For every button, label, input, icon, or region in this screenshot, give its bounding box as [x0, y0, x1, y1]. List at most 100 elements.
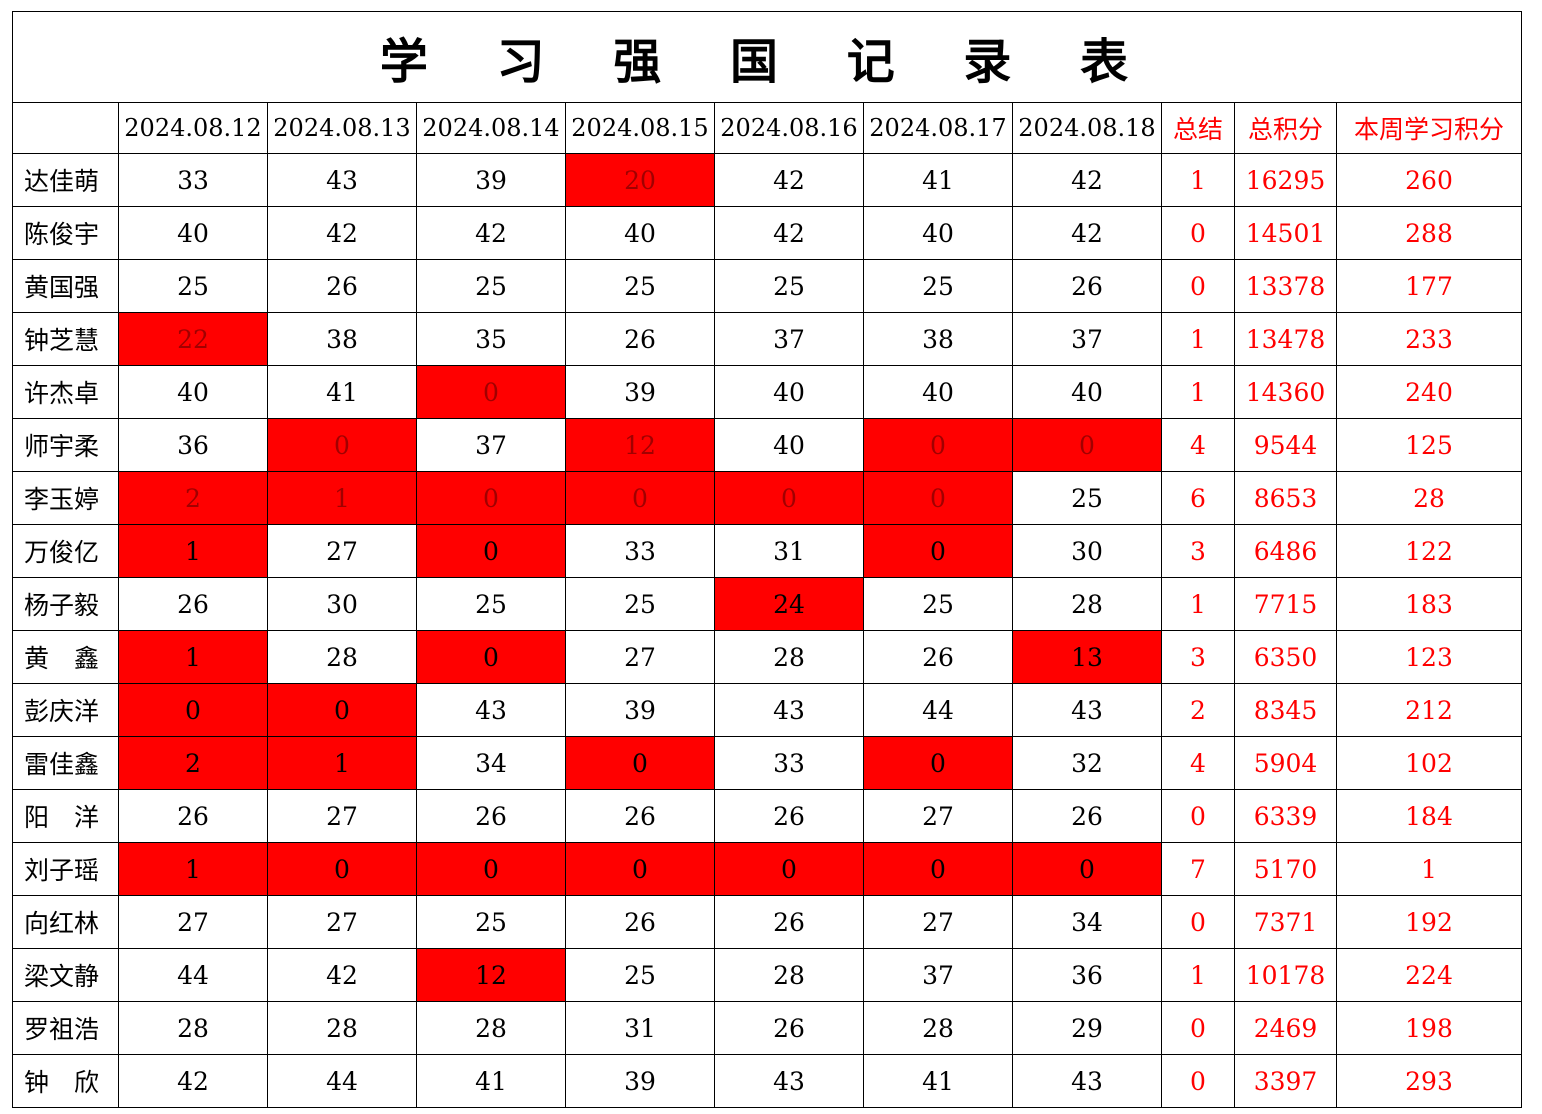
score-cell: 41: [416, 1054, 566, 1108]
score-cell-highlighted: 1: [118, 630, 268, 684]
score-cell: 27: [267, 895, 417, 949]
score-cell: 28: [118, 1001, 268, 1055]
total-points-cell: 16295: [1234, 153, 1337, 207]
score-cell-highlighted: 13: [1012, 630, 1162, 684]
header-date: 2024.08.15: [565, 102, 715, 154]
score-cell: 26: [118, 577, 268, 631]
header-date: 2024.08.17: [863, 102, 1013, 154]
score-cell: 32: [1012, 736, 1162, 790]
score-cell: 25: [863, 259, 1013, 313]
week-points-cell: 28: [1336, 471, 1522, 525]
total-points-cell: 3397: [1234, 1054, 1337, 1108]
score-cell: 34: [416, 736, 566, 790]
week-points-cell: 183: [1336, 577, 1522, 631]
total-points-cell: 8653: [1234, 471, 1337, 525]
total-points-cell: 14360: [1234, 365, 1337, 419]
total-points-cell: 6486: [1234, 524, 1337, 578]
score-cell: 25: [118, 259, 268, 313]
week-points-cell: 192: [1336, 895, 1522, 949]
score-cell: 31: [565, 1001, 715, 1055]
score-cell: 25: [863, 577, 1013, 631]
score-cell: 41: [863, 153, 1013, 207]
header-summary: 总结: [1161, 102, 1235, 154]
score-cell: 40: [714, 365, 864, 419]
header-date: 2024.08.16: [714, 102, 864, 154]
week-points-cell: 1: [1336, 842, 1522, 896]
summary-cell: 0: [1161, 206, 1235, 260]
score-cell: 44: [118, 948, 268, 1002]
score-cell-highlighted: 1: [118, 524, 268, 578]
table-row: 陈俊宇 40 42 42 40 42 40 42 0 14501 288: [12, 206, 1522, 260]
week-points-cell: 288: [1336, 206, 1522, 260]
total-points-cell: 14501: [1234, 206, 1337, 260]
summary-cell: 3: [1161, 524, 1235, 578]
score-cell: 31: [714, 524, 864, 578]
summary-cell: 1: [1161, 577, 1235, 631]
score-cell: 40: [863, 206, 1013, 260]
summary-cell: 0: [1161, 1001, 1235, 1055]
score-cell: 39: [416, 153, 566, 207]
score-cell-highlighted: 24: [714, 577, 864, 631]
score-cell: 30: [1012, 524, 1162, 578]
score-cell: 43: [1012, 683, 1162, 737]
score-cell: 27: [863, 789, 1013, 843]
score-cell: 27: [565, 630, 715, 684]
table-row: 万俊亿 1 27 0 33 31 0 30 3 6486 122: [12, 524, 1522, 578]
table-row: 杨子毅 26 30 25 25 24 25 28 1 7715 183: [12, 577, 1522, 631]
student-name-cell: 陈俊宇: [12, 206, 119, 260]
score-cell-highlighted: 0: [118, 683, 268, 737]
score-cell-highlighted: 1: [267, 736, 417, 790]
score-cell-highlighted: 0: [267, 683, 417, 737]
score-cell-highlighted: 2: [118, 736, 268, 790]
student-name-cell: 钟芝慧: [12, 312, 119, 366]
score-cell: 43: [267, 153, 417, 207]
score-cell: 28: [714, 630, 864, 684]
score-cell-highlighted: 0: [1012, 418, 1162, 472]
score-cell: 40: [565, 206, 715, 260]
score-cell: 28: [1012, 577, 1162, 631]
score-cell: 25: [565, 577, 715, 631]
student-name-cell: 钟 欣: [12, 1054, 119, 1108]
score-cell: 25: [416, 895, 566, 949]
score-cell: 27: [118, 895, 268, 949]
score-cell-highlighted: 20: [565, 153, 715, 207]
score-cell: 42: [714, 153, 864, 207]
header-date: 2024.08.13: [267, 102, 417, 154]
score-cell: 44: [863, 683, 1013, 737]
table-row: 罗祖浩 28 28 28 31 26 28 29 0 2469 198: [12, 1001, 1522, 1055]
score-cell: 37: [863, 948, 1013, 1002]
score-cell: 44: [267, 1054, 417, 1108]
score-cell-highlighted: 0: [416, 524, 566, 578]
score-cell: 40: [714, 418, 864, 472]
table-row: 黄国强 25 26 25 25 25 25 26 0 13378 177: [12, 259, 1522, 313]
total-points-cell: 7715: [1234, 577, 1337, 631]
student-name-cell: 师宇柔: [12, 418, 119, 472]
student-name-cell: 罗祖浩: [12, 1001, 119, 1055]
score-cell-highlighted: 2: [118, 471, 268, 525]
study-record-table: 学 习 强 国 记 录 表 2024.08.12 2024.08.13 2024…: [12, 11, 1522, 1108]
score-cell-highlighted: 12: [416, 948, 566, 1002]
score-cell-highlighted: 0: [863, 524, 1013, 578]
score-cell: 26: [565, 312, 715, 366]
student-name-cell: 刘子瑶: [12, 842, 119, 896]
summary-cell: 0: [1161, 789, 1235, 843]
table-row: 阳 洋 26 27 26 26 26 27 26 0 6339 184: [12, 789, 1522, 843]
week-points-cell: 233: [1336, 312, 1522, 366]
student-name-cell: 雷佳鑫: [12, 736, 119, 790]
score-cell-highlighted: 0: [416, 630, 566, 684]
score-cell-highlighted: 0: [416, 471, 566, 525]
week-points-cell: 240: [1336, 365, 1522, 419]
week-points-cell: 224: [1336, 948, 1522, 1002]
score-cell-highlighted: 22: [118, 312, 268, 366]
score-cell-highlighted: 0: [863, 842, 1013, 896]
score-cell: 36: [1012, 948, 1162, 1002]
header-date: 2024.08.14: [416, 102, 566, 154]
summary-cell: 0: [1161, 895, 1235, 949]
score-cell: 36: [118, 418, 268, 472]
score-cell: 40: [118, 206, 268, 260]
score-cell: 40: [863, 365, 1013, 419]
score-cell: 28: [416, 1001, 566, 1055]
score-cell-highlighted: 0: [565, 471, 715, 525]
score-cell-highlighted: 0: [267, 418, 417, 472]
score-cell: 25: [565, 259, 715, 313]
